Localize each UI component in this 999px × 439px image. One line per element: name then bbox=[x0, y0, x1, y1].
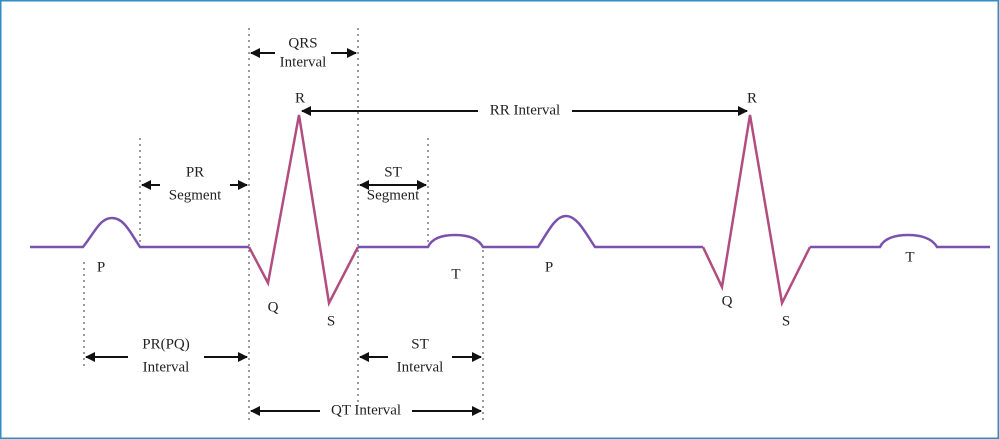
interval-label: Interval bbox=[397, 359, 444, 375]
label-bg bbox=[359, 164, 425, 180]
label-bg bbox=[128, 336, 204, 378]
wave-label: R bbox=[747, 90, 757, 106]
label-bg bbox=[320, 402, 412, 420]
label-bg bbox=[160, 165, 230, 205]
interval-label: Interval bbox=[280, 54, 327, 70]
interval-label: PR bbox=[186, 164, 204, 180]
interval-label: PR(PQ) bbox=[142, 336, 190, 352]
wave-label: P bbox=[545, 259, 553, 275]
wave-label: T bbox=[451, 266, 460, 282]
baseline bbox=[30, 216, 249, 249]
interval-label: QRS bbox=[288, 35, 317, 51]
label-bg bbox=[478, 102, 572, 120]
interval-label: Interval bbox=[143, 359, 190, 375]
interval-label: QT Interval bbox=[331, 402, 401, 418]
wave-label: S bbox=[782, 313, 790, 329]
wave-label: S bbox=[327, 313, 335, 329]
wave-label: P bbox=[97, 259, 105, 275]
interval-label: Segment bbox=[367, 187, 420, 203]
baseline bbox=[358, 214, 703, 249]
wave-labels: P Q R S T P Q R S T bbox=[97, 90, 915, 329]
guides bbox=[83, 28, 484, 420]
waveform bbox=[30, 114, 990, 307]
wave-label: Q bbox=[268, 299, 279, 315]
intervals: QRS Interval PR Segment ST Segment RR In… bbox=[85, 35, 748, 420]
wave-label: R bbox=[295, 90, 305, 106]
interval-label: ST bbox=[411, 336, 429, 352]
interval-label: Segment bbox=[169, 187, 222, 203]
qrs-complex bbox=[701, 114, 812, 307]
baseline bbox=[810, 233, 990, 249]
wave-label: T bbox=[905, 249, 914, 265]
label-bg bbox=[275, 36, 331, 72]
label-bg bbox=[388, 336, 452, 378]
qrs-complex bbox=[247, 114, 360, 307]
wave-label: Q bbox=[722, 293, 733, 309]
interval-label: ST bbox=[384, 164, 402, 180]
interval-label: RR Interval bbox=[490, 102, 560, 118]
